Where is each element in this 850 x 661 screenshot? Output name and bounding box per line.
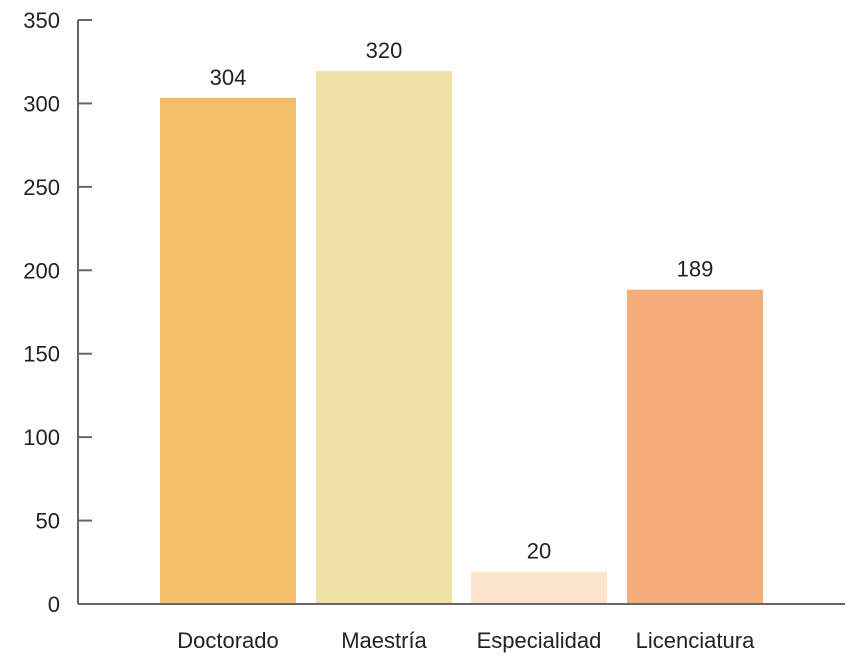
x-axis: Doctorado Maestría Especialidad Licenciatur…	[78, 603, 845, 653]
x-tick-label: Doctorado	[177, 628, 279, 653]
y-tick-label: 150	[23, 342, 60, 367]
bars	[158, 69, 765, 606]
y-axis: 0 50 100 150 200 250 300 350	[23, 8, 92, 617]
data-label: 189	[677, 257, 714, 282]
bar-licenciatura	[625, 287, 765, 605]
y-tick-label: 350	[23, 8, 60, 33]
bar-especialidad	[469, 569, 609, 606]
bar-doctorado	[158, 95, 298, 606]
x-tick-label: Licenciatura	[636, 628, 755, 653]
y-tick-label: 250	[23, 175, 60, 200]
x-tick-label: Maestría	[341, 628, 427, 653]
y-tick-label: 100	[23, 425, 60, 450]
y-tick-label: 50	[36, 509, 60, 534]
bar-maestría	[314, 69, 454, 606]
x-tick-label: Especialidad	[477, 628, 602, 653]
data-labels: 304 320 20 189	[210, 38, 714, 564]
y-tick-label: 0	[48, 592, 60, 617]
data-label: 304	[210, 65, 247, 90]
data-label: 20	[527, 539, 551, 564]
y-tick-label: 300	[23, 91, 60, 116]
data-label: 320	[366, 38, 403, 63]
y-tick-label: 200	[23, 258, 60, 283]
